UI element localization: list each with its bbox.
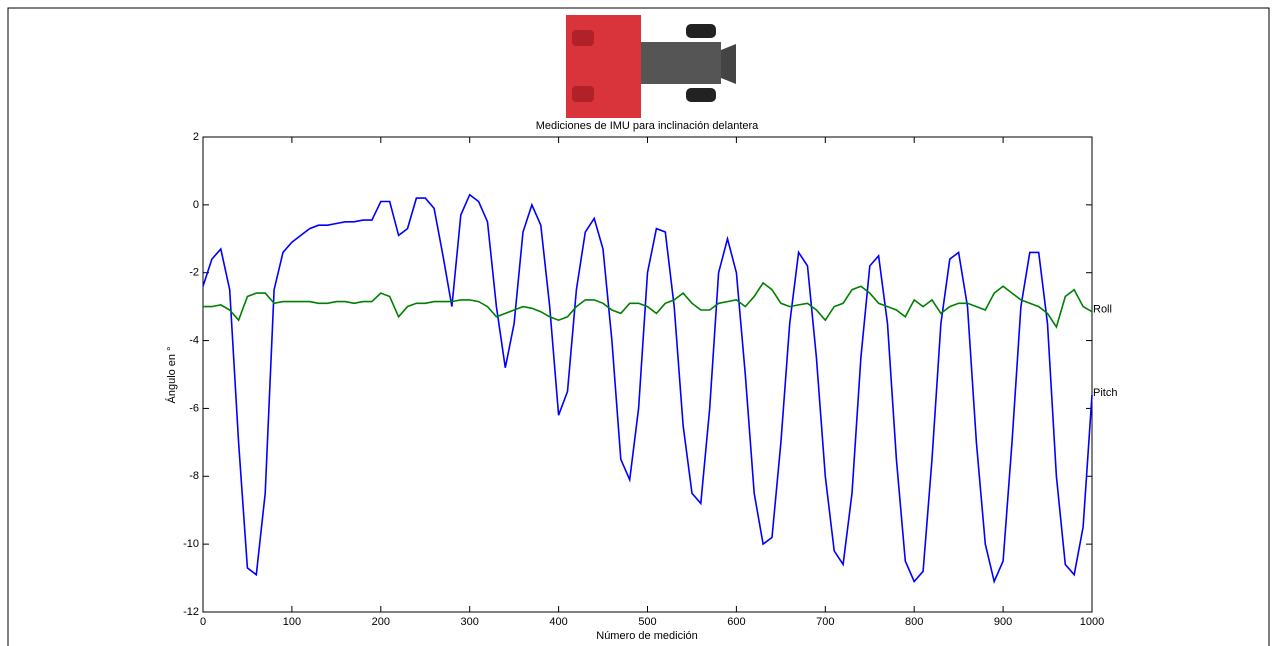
y-tick-label: 2 — [193, 131, 199, 143]
x-tick-label: 600 — [727, 616, 745, 628]
car-image — [566, 15, 736, 118]
series-end-label: Roll — [1093, 304, 1112, 316]
y-tick-label: -4 — [189, 334, 199, 346]
chart-title: Mediciones de IMU para inclinación delan… — [536, 120, 759, 132]
x-tick-label: 0 — [200, 616, 206, 628]
y-tick-label: -2 — [189, 267, 199, 279]
x-tick-label: 200 — [372, 616, 390, 628]
y-tick-label: -8 — [189, 470, 199, 482]
x-tick-label: 100 — [283, 616, 301, 628]
x-tick-label: 400 — [549, 616, 567, 628]
series-line — [202, 193, 1093, 585]
y-tick-label: -6 — [189, 402, 199, 414]
y-tick-label: -12 — [183, 606, 199, 618]
figure-frame — [7, 7, 1270, 646]
series-line — [203, 281, 1093, 329]
y-axis-label: Ángulo en ° — [165, 347, 178, 404]
series-end-label: Pitch — [1093, 387, 1117, 399]
plot-box — [202, 136, 1093, 613]
y-tick-label: -10 — [183, 538, 199, 550]
x-tick-label: 900 — [994, 616, 1012, 628]
x-tick-label: 700 — [816, 616, 834, 628]
x-axis-label: Número de medición — [596, 630, 698, 642]
x-tick-label: 500 — [638, 616, 656, 628]
x-tick-label: 300 — [461, 616, 479, 628]
x-tick-label: 800 — [905, 616, 923, 628]
x-tick-label: 1000 — [1080, 616, 1104, 628]
y-tick-label: 0 — [193, 199, 199, 211]
